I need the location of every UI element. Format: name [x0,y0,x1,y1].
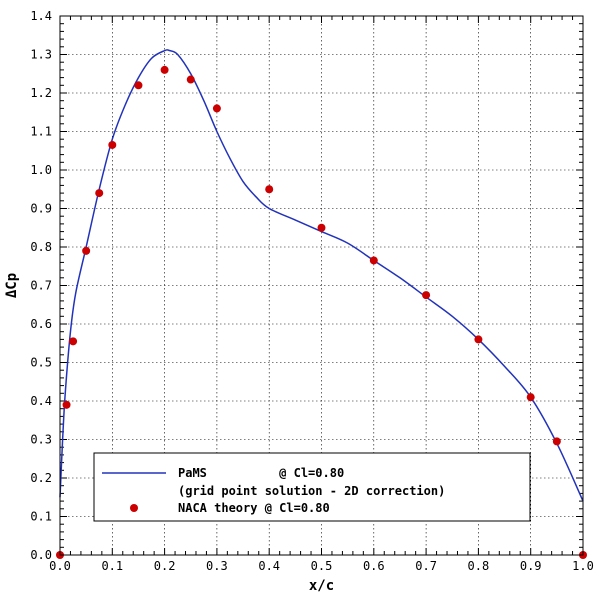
data-point-naca [552,437,561,446]
legend-box [93,452,531,522]
series-line-pams [59,49,584,502]
x-tick-label: 0.8 [468,559,490,573]
data-point-naca [82,246,91,255]
legend-label-pams: PaMS @ Cl=0.80 [178,466,344,480]
plot-area-data [56,49,587,559]
x-tick-label: 0.6 [363,559,385,573]
y-tick-label: 0.5 [30,356,52,370]
x-tick-label: 0.5 [311,559,333,573]
x-tick-label: 0.9 [520,559,542,573]
x-tick-label: 0.1 [101,559,123,573]
x-axis-label: x/c [309,578,334,594]
data-point-naca [108,140,117,149]
data-point-naca [474,335,483,344]
x-tick-label: 0.4 [258,559,280,573]
data-point-naca [69,337,78,346]
legend-label-naca: NACA theory @ Cl=0.80 [178,501,330,515]
data-point-naca [95,189,104,198]
legend-marker-sample [130,504,138,512]
plot-frame [59,15,584,556]
legend: PaMS @ Cl=0.80 (grid point solution - 2D… [93,452,531,522]
data-point-naca [62,400,71,409]
y-tick-label: 0.8 [30,240,52,254]
data-point-naca [265,185,274,194]
data-point-naca [317,223,326,232]
data-point-naca [186,75,195,84]
x-tick-label: 0.3 [206,559,228,573]
x-tick-label: 1.0 [572,559,594,573]
x-tick-label: 0.2 [154,559,176,573]
data-point-naca [369,256,378,265]
y-tick-label: 0.9 [30,202,52,216]
y-tick-label: 1.1 [30,125,52,139]
y-tick-label: 0.0 [30,548,52,562]
y-tick-label: 0.4 [30,394,52,408]
y-tick-label: 1.0 [30,163,52,177]
data-point-naca [134,81,143,90]
y-tick-label: 1.3 [30,48,52,62]
y-axis-label: ΔCp [4,273,20,298]
axis-ticks: 0.0 0.1 0.2 0.3 0.4 0.5 0.6 0.7 0.8 0.9 1.0 0.0 0.1 0… [30,9,594,573]
y-tick-label: 0.6 [30,317,52,331]
y-tick-label: 0.2 [30,471,52,485]
y-tick-label: 0.1 [30,510,52,524]
x-tick-label: 0.0 [49,559,71,573]
y-tick-label: 1.2 [30,86,52,100]
data-point-naca [160,65,169,74]
y-tick-label: 0.3 [30,433,52,447]
data-point-naca [526,393,535,402]
data-point-naca [422,291,431,300]
legend-label-pams-subtitle: (grid point solution - 2D correction) [178,484,445,498]
y-tick-label: 1.4 [30,9,52,23]
data-point-naca [212,104,221,113]
x-tick-label: 0.7 [415,559,437,573]
y-tick-label: 0.7 [30,279,52,293]
